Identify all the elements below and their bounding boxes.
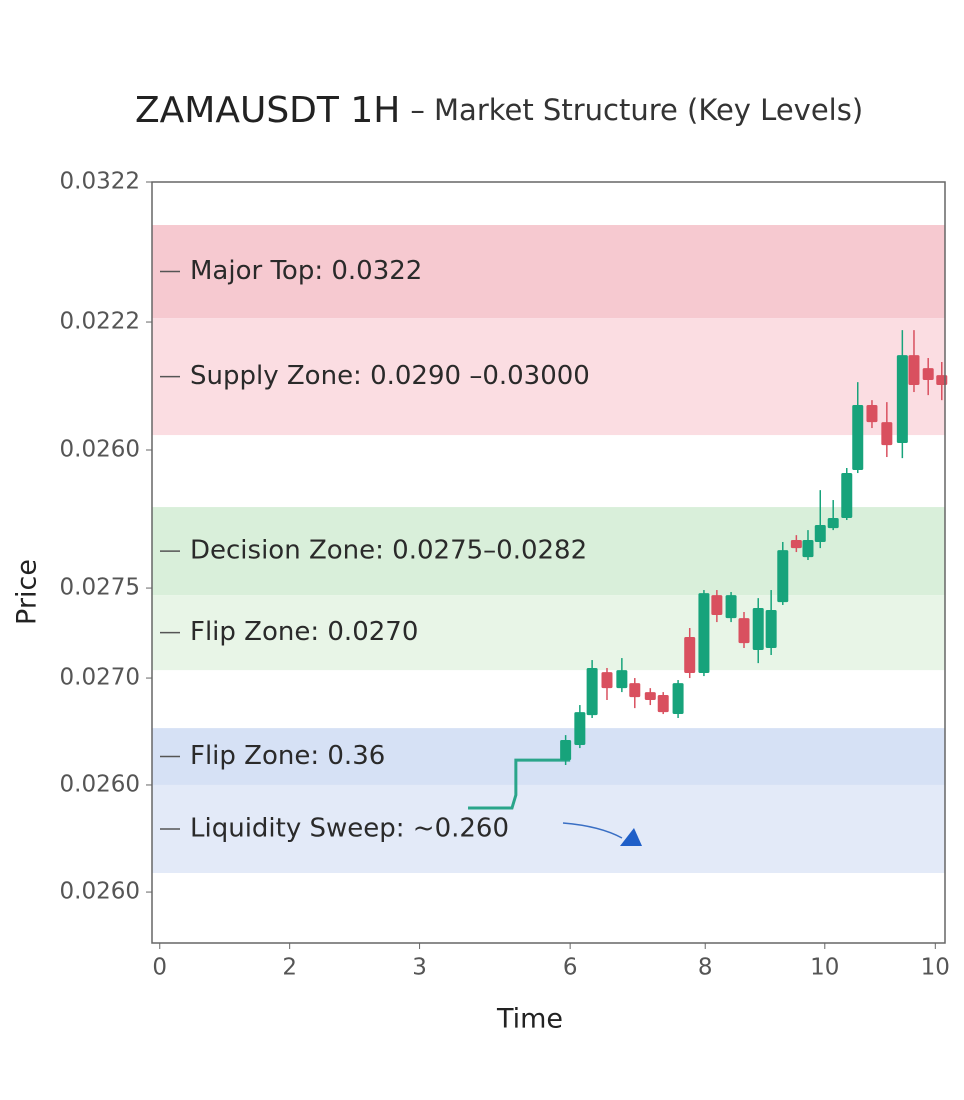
step-line xyxy=(468,758,571,810)
candle-body xyxy=(616,670,628,689)
candle-body xyxy=(586,667,598,716)
zone-label: Liquidity Sweep: ~0.260 xyxy=(190,813,509,843)
zone-label: Flip Zone: 0.0270 xyxy=(190,617,418,647)
x-tick-label: 2 xyxy=(282,955,297,981)
candle-body xyxy=(852,405,864,470)
plot-content xyxy=(468,330,948,810)
candle-body xyxy=(814,525,826,542)
y-tick-label: 0.0270 xyxy=(60,665,140,691)
candle-body xyxy=(560,739,572,761)
x-tick-label: 8 xyxy=(698,955,713,981)
candle-body xyxy=(802,540,814,558)
candle-body xyxy=(827,518,839,529)
title-main: ZAMAUSDT 1H xyxy=(135,90,400,131)
x-tick-label: 6 xyxy=(563,955,578,981)
zone-label: Major Top: 0.0322 xyxy=(190,256,422,286)
sweep-arrowhead xyxy=(620,828,642,846)
zones: Major Top: 0.0322 Supply Zone: 0.0290 –0.… xyxy=(152,225,945,873)
zone-band xyxy=(152,595,945,671)
y-tick-label: 0.0322 xyxy=(60,169,140,195)
candle-body xyxy=(790,540,802,549)
y-tick-label: 0.0260 xyxy=(60,437,140,463)
candle-body xyxy=(765,610,777,648)
zone-band xyxy=(152,225,945,319)
candle-body xyxy=(725,595,737,619)
y-tick-label: 0.0260 xyxy=(60,771,140,797)
candle-body xyxy=(752,608,764,650)
title-sub: – Market Structure (Key Levels) xyxy=(410,93,863,127)
y-axis-label: Price xyxy=(12,559,43,625)
zone-label: Supply Zone: 0.0290 –0.03000 xyxy=(190,361,590,391)
y-tick-label: 0.0222 xyxy=(60,309,140,335)
candle-body xyxy=(896,355,908,443)
candle-body xyxy=(777,550,789,603)
chart-title: ZAMAUSDT 1H – Market Structure (Key Level… xyxy=(135,90,863,131)
candle-body xyxy=(657,694,669,713)
candle-body xyxy=(908,355,920,386)
x-tick-label: 10 xyxy=(921,955,950,981)
candle-body xyxy=(881,422,893,446)
plot-frame xyxy=(151,181,946,944)
x-tick-label: 0 xyxy=(152,955,167,981)
zone-band xyxy=(152,728,945,785)
candle-body xyxy=(841,473,853,519)
candle-body xyxy=(672,683,684,715)
candle-body xyxy=(629,683,641,698)
x-tick-label: 10 xyxy=(810,955,839,981)
candle-body xyxy=(738,618,750,644)
candle-body xyxy=(601,672,613,689)
x-axis-label: Time xyxy=(496,1004,563,1035)
zone-band xyxy=(152,318,945,436)
y-tick-label: 0.0275 xyxy=(60,575,140,601)
candle-body xyxy=(711,595,723,616)
sweep-arrow xyxy=(562,822,623,839)
candle-body xyxy=(684,637,696,674)
candle-body xyxy=(698,593,710,674)
zone-label: Decision Zone: 0.0275–0.0282 xyxy=(190,536,587,566)
candle-body xyxy=(866,405,878,423)
candle-body xyxy=(922,368,934,380)
zone-label: Flip Zone: 0.36 xyxy=(190,741,385,771)
candle-body xyxy=(574,712,586,746)
x-tick-label: 3 xyxy=(412,955,427,981)
y-tick-label: 0.0260 xyxy=(60,879,140,905)
zone-band xyxy=(152,784,945,873)
candle-body xyxy=(644,692,656,701)
